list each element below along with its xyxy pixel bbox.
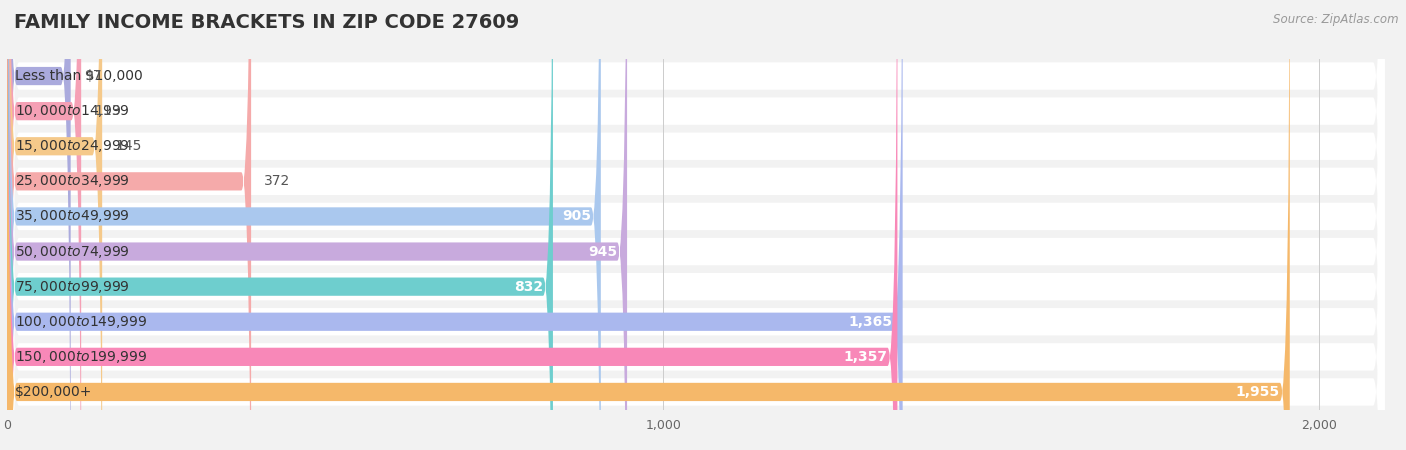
Text: $10,000 to $14,999: $10,000 to $14,999	[15, 103, 129, 119]
FancyBboxPatch shape	[7, 0, 1385, 450]
FancyBboxPatch shape	[7, 0, 1385, 450]
FancyBboxPatch shape	[7, 0, 903, 450]
FancyBboxPatch shape	[7, 0, 897, 450]
FancyBboxPatch shape	[7, 0, 1385, 450]
Text: 1,955: 1,955	[1236, 385, 1279, 399]
Text: $15,000 to $24,999: $15,000 to $24,999	[15, 138, 129, 154]
FancyBboxPatch shape	[7, 0, 627, 450]
Text: 945: 945	[588, 244, 617, 259]
Text: 1,357: 1,357	[844, 350, 887, 364]
FancyBboxPatch shape	[7, 0, 70, 450]
Text: 145: 145	[115, 139, 142, 153]
Text: 372: 372	[264, 174, 291, 189]
Text: 905: 905	[562, 209, 591, 224]
FancyBboxPatch shape	[7, 0, 600, 450]
Text: $50,000 to $74,999: $50,000 to $74,999	[15, 243, 129, 260]
FancyBboxPatch shape	[7, 0, 1289, 450]
FancyBboxPatch shape	[7, 0, 82, 450]
Text: $75,000 to $99,999: $75,000 to $99,999	[15, 279, 129, 295]
FancyBboxPatch shape	[7, 0, 1385, 450]
FancyBboxPatch shape	[7, 0, 103, 450]
FancyBboxPatch shape	[7, 0, 1385, 450]
FancyBboxPatch shape	[7, 0, 1385, 450]
Text: 832: 832	[515, 279, 543, 294]
Text: Source: ZipAtlas.com: Source: ZipAtlas.com	[1274, 14, 1399, 27]
FancyBboxPatch shape	[7, 0, 1385, 450]
Text: $150,000 to $199,999: $150,000 to $199,999	[15, 349, 148, 365]
FancyBboxPatch shape	[7, 0, 1385, 450]
Text: Less than $10,000: Less than $10,000	[15, 69, 142, 83]
FancyBboxPatch shape	[7, 0, 1385, 450]
FancyBboxPatch shape	[7, 0, 553, 450]
Text: $100,000 to $149,999: $100,000 to $149,999	[15, 314, 148, 330]
FancyBboxPatch shape	[7, 0, 1385, 450]
Text: 1,365: 1,365	[849, 315, 893, 329]
Text: $35,000 to $49,999: $35,000 to $49,999	[15, 208, 129, 225]
Text: $25,000 to $34,999: $25,000 to $34,999	[15, 173, 129, 189]
Text: FAMILY INCOME BRACKETS IN ZIP CODE 27609: FAMILY INCOME BRACKETS IN ZIP CODE 27609	[14, 14, 519, 32]
Text: 97: 97	[84, 69, 101, 83]
FancyBboxPatch shape	[7, 0, 252, 450]
Text: $200,000+: $200,000+	[15, 385, 93, 399]
Text: 113: 113	[94, 104, 121, 118]
